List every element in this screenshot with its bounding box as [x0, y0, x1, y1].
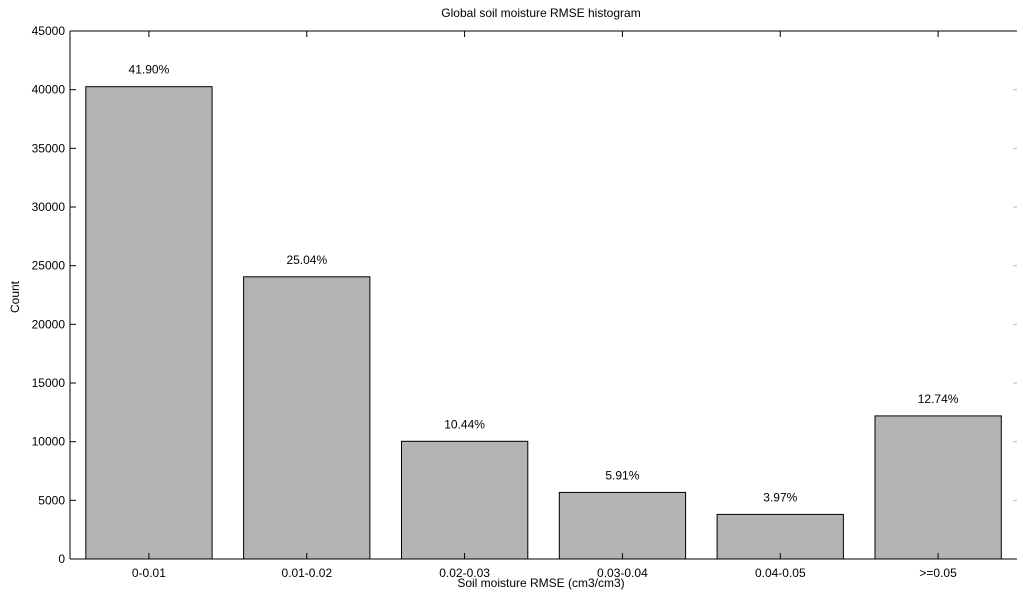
bar [874, 415, 1002, 560]
bar [558, 491, 687, 560]
data-label: 10.44% [444, 417, 485, 431]
data-label: 25.04% [286, 253, 327, 267]
y-tick-label: 45000 [32, 24, 66, 38]
bar [85, 86, 213, 560]
x-tick-label: 0.04-0.05 [755, 566, 806, 580]
y-tick-label: 25000 [32, 259, 66, 273]
x-tick-label: >=0.05 [919, 566, 957, 580]
y-tick-label: 10000 [32, 435, 66, 449]
x-tick-label: 0.02-0.03 [439, 566, 490, 580]
bar [401, 440, 529, 560]
y-tick-label: 0 [58, 552, 65, 566]
bar [243, 276, 371, 560]
y-tick-label: 15000 [32, 376, 66, 390]
chart-title: Global soil moisture RMSE histogram [441, 6, 640, 20]
x-tick-label: 0-0.01 [132, 566, 166, 580]
x-tick-label: 0.03-0.04 [597, 566, 648, 580]
x-tick-label: 0.01-0.02 [281, 566, 332, 580]
y-tick-label: 5000 [38, 493, 65, 507]
data-label: 41.90% [129, 63, 170, 77]
data-label: 3.97% [763, 490, 797, 504]
y-tick-label: 40000 [32, 83, 66, 97]
y-tick-label: 20000 [32, 317, 66, 331]
y-tick-label: 35000 [32, 141, 66, 155]
x-axis-label: Soil moisture RMSE (cm3/cm3) [457, 576, 624, 590]
bar [716, 513, 844, 560]
data-label: 5.91% [605, 468, 639, 482]
y-tick-label: 30000 [32, 200, 66, 214]
y-axis-label: Count [8, 280, 22, 313]
data-label: 12.74% [918, 392, 959, 406]
plot-area: 41.90% 0-0.01 25.04% 0.01-0.02 10.44% 0.02-0.… [32, 24, 1017, 580]
